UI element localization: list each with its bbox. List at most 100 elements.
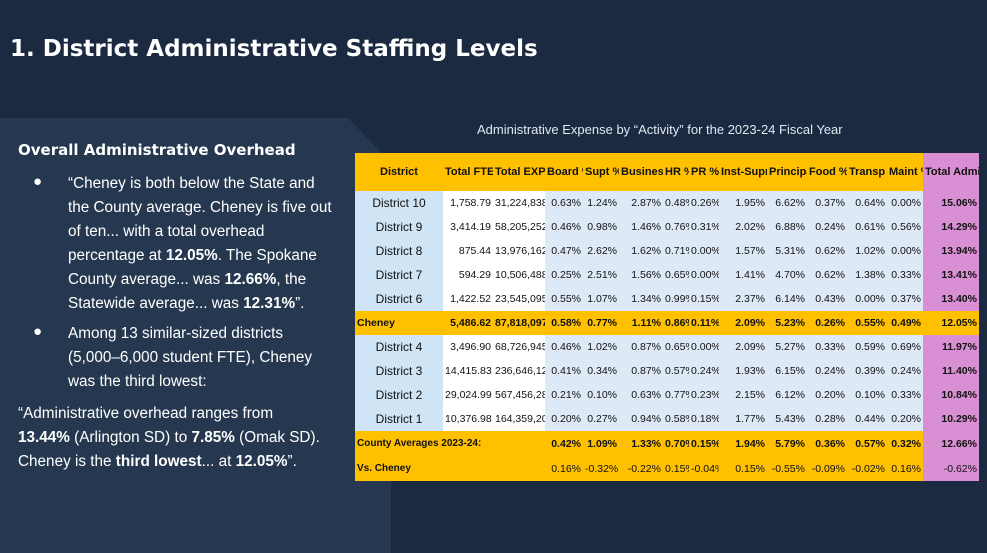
table-body: District 10 1,758.79 31,224,838 0.63% 1.24% 2…: [355, 191, 979, 481]
table-cell: 1.56%: [619, 263, 663, 287]
table-row: District 314,415.83236,646,1240.41%0.34%…: [355, 359, 979, 383]
table-cell: 0.46%: [545, 215, 583, 239]
slide-title: 1. District Administrative Staffing Leve…: [10, 36, 538, 62]
table-cell: 0.62%: [807, 239, 847, 263]
table-cell: 0.58%: [663, 407, 689, 431]
table-cell: 1.46%: [619, 215, 663, 239]
table-cell: 13.41%: [923, 263, 979, 287]
table-cell: 0.64%: [847, 191, 887, 215]
bullet-1-line: of ten... with a total overhead: [68, 223, 265, 240]
table-cell: 1.02%: [847, 239, 887, 263]
column-header: Total Admin %: [923, 153, 979, 191]
table-cell: 0.24%: [887, 359, 923, 383]
text-span: percentage at: [68, 247, 166, 264]
table-cell: 0.00%: [689, 263, 719, 287]
table-cell: 0.11%: [689, 311, 719, 335]
table-row: District 110,376.98164,359,2020.20%0.27%…: [355, 407, 979, 431]
table-cell: 0.10%: [583, 383, 619, 407]
table-cell: District 2: [355, 383, 443, 407]
table-cell: 5.23%: [767, 311, 807, 335]
table-cell: -0.02%: [847, 456, 887, 481]
column-header: Total EXP: [493, 153, 545, 191]
table-cell: 2.15%: [719, 383, 767, 407]
table-cell: District 7: [355, 263, 443, 287]
table-cell: County Averages 2023-24:: [355, 431, 545, 456]
text-span: Statewide average... was: [68, 295, 244, 312]
table-cell: 0.00%: [847, 287, 887, 311]
table-cell: 1,422.52: [443, 287, 493, 311]
table-row: County Averages 2023-24: 0.42% 1.09% 1.33% 0…: [355, 431, 979, 456]
bullet-1-line: percentage at 12.05%. The Spokane: [68, 244, 332, 268]
table-row: District 6 1,422.52 23,545,095 0.55% 1.07% 1.…: [355, 287, 979, 311]
table-cell: 0.00%: [887, 191, 923, 215]
table-cell: 3,414.19: [443, 215, 493, 239]
bullet-1-line: “Cheney is both below the State and: [68, 175, 315, 192]
table-cell: 2.02%: [719, 215, 767, 239]
table-cell: 2.51%: [583, 263, 619, 287]
column-header: Business %: [619, 153, 663, 191]
table-cell: 0.21%: [545, 383, 583, 407]
table-cell: 0.10%: [847, 383, 887, 407]
table-cell: 2.87%: [619, 191, 663, 215]
bullet-1-line: Statewide average... was 12.31%”.: [68, 292, 332, 316]
table-cell: 0.34%: [583, 359, 619, 383]
table-cell: 0.65%: [663, 263, 689, 287]
table-cell: District 8: [355, 239, 443, 263]
table-cell: District 6: [355, 287, 443, 311]
table-cell: 1.77%: [719, 407, 767, 431]
table-cell: 1.09%: [583, 431, 619, 456]
table-cell: 0.55%: [847, 311, 887, 335]
text-span: . The Spokane: [217, 247, 317, 264]
table-cell: 12.05%: [923, 311, 979, 335]
table-cell: 1.41%: [719, 263, 767, 287]
table-cell: 2.09%: [719, 335, 767, 359]
table-row: Cheney 5,486.62 87,818,097 0.58% 0.77% 1.11% 0…: [355, 311, 979, 335]
table-cell: 875.44: [443, 239, 493, 263]
table-cell: Cheney: [355, 311, 443, 335]
column-header: PR %: [689, 153, 719, 191]
bold-value: 12.05%: [235, 453, 288, 470]
table-cell: 0.70%: [663, 431, 689, 456]
column-header: Total FTE: [443, 153, 493, 191]
table-cell: 14.29%: [923, 215, 979, 239]
table-cell: 0.48%: [663, 191, 689, 215]
table-cell: 6.88%: [767, 215, 807, 239]
table-cell: 1.02%: [583, 335, 619, 359]
table-cell: 29,024.99: [443, 383, 493, 407]
column-header: Transp %: [847, 153, 887, 191]
table-cell: -0.32%: [583, 456, 619, 481]
table-cell: 0.58%: [545, 311, 583, 335]
table-cell: 1.57%: [719, 239, 767, 263]
bullet-2-line: Among 13 similar-sized districts: [68, 325, 284, 342]
column-header: Inst-Supr %: [719, 153, 767, 191]
bold-value: 12.31%: [243, 295, 296, 312]
table-cell: 5.31%: [767, 239, 807, 263]
table-cell: District 4: [355, 335, 443, 359]
bullet-1-line: County average... was 12.66%, the: [68, 268, 332, 292]
quote-line: 13.44% (Arlington SD) to 7.85% (Omak SD)…: [18, 426, 320, 450]
table-cell: 0.62%: [807, 263, 847, 287]
table-cell: 0.55%: [545, 287, 583, 311]
table-cell: 164,359,202: [493, 407, 545, 431]
table-row: District 229,024.99567,456,2860.21%0.10%…: [355, 383, 979, 407]
table-cell: 0.76%: [663, 215, 689, 239]
table-cell: 0.24%: [689, 359, 719, 383]
table-cell: 1,758.79: [443, 191, 493, 215]
table-cell: 0.33%: [887, 383, 923, 407]
table-cell: 0.44%: [847, 407, 887, 431]
table-cell: 0.00%: [689, 335, 719, 359]
table-cell: 236,646,124: [493, 359, 545, 383]
table-cell: 5.79%: [767, 431, 807, 456]
table-cell: -0.55%: [767, 456, 807, 481]
table-cell: 0.28%: [807, 407, 847, 431]
text-span: (Arlington SD) to: [69, 429, 192, 446]
table-cell: District 3: [355, 359, 443, 383]
table-cell: 0.63%: [619, 383, 663, 407]
overhead-heading: Overall Administrative Overhead: [18, 141, 296, 159]
table-cell: 0.26%: [807, 311, 847, 335]
text-span: Cheney is the: [18, 453, 116, 470]
column-header: Maint %: [887, 153, 923, 191]
table-cell: 0.46%: [545, 335, 583, 359]
